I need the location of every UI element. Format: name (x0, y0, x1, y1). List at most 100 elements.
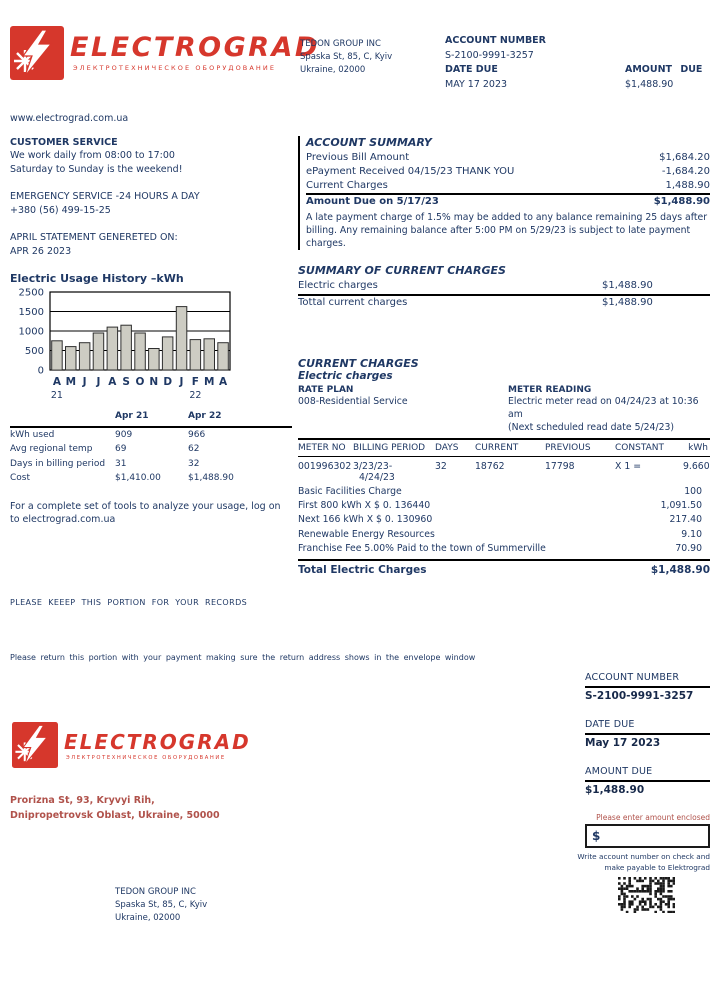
current-charges-title: CURRENT CHARGES (298, 357, 419, 370)
statement-generated-date: APR 26 2023 (10, 245, 72, 257)
account-number-value: S-2100-9991-3257 (445, 49, 534, 61)
website-link: www.electrograd.com.ua (10, 113, 129, 124)
usage-tools-note: For a complete set of tools to analyze y… (10, 500, 281, 525)
rate-plan-values: 008-Residential Service Electric meter r… (298, 395, 710, 421)
late-payment-note: A late payment charge of 1.5% may be add… (306, 212, 708, 249)
svg-text:2500: 2500 (19, 288, 44, 299)
emergency-service-title: EMERGENCY SERVICE -24 HOURS A DAY (10, 191, 200, 202)
usage-col-apr21: Apr 21 (115, 411, 149, 421)
payment-stub: ACCOUNT NUMBER S-2100-9991-3257 DATE DUE… (577, 672, 710, 914)
meter-reading-line1: Electric meter read on 04/24/23 at 10:36… (508, 396, 699, 420)
brand-tagline-stub: ЭЛЕКТРОТЕХНИЧЕСКОЕ ОБОРУДОВАНИЕ (66, 755, 226, 761)
table-row: Cost $1,410.00 $1,488.90 (10, 473, 234, 483)
kwh-value: 9.660 (683, 461, 710, 472)
divider (585, 733, 710, 735)
sender-name: TEDON GROUP INC (300, 39, 381, 49)
days-value: 32 (435, 461, 447, 472)
amount-due-row: Amount Due on 5/17/23 $1,488.90 (306, 193, 710, 209)
meter-table-header: METER NO BILLING PERIOD DAYS CURRENT PRE… (298, 438, 710, 453)
lightning-logo-icon (10, 26, 64, 80)
account-summary-title: ACCOUNT SUMMARY (306, 136, 432, 149)
rate-plan-value: 008-Residential Service (298, 396, 408, 407)
customer-service-weekend: Saturday to Sunday is the weekend! (10, 163, 183, 175)
svg-text:J: J (82, 376, 87, 388)
account-header-block: ACCOUNT NUMBER S-2100-9991-3257 DATE DUE… (445, 34, 546, 92)
summary-row: Tottal current charges $1,488.90 (298, 296, 653, 308)
right-column: ACCOUNT SUMMARY Previous Bill Amount $1,… (298, 136, 710, 576)
summary-row: Current Charges 1,488.90 (306, 180, 710, 191)
meter-number: 001996302 (298, 461, 352, 472)
stub-account-number: ACCOUNT NUMBER S-2100-9991-3257 (585, 672, 710, 702)
check-instructions: Write account number on check and make p… (577, 852, 710, 872)
usage-comparison-table: Apr 21 Apr 22 kWh used 909 966 Avg regio… (10, 410, 292, 486)
date-due-label: DATE DUE (445, 64, 498, 75)
rate-plan-header: RATE PLAN METER READING (298, 385, 710, 395)
svg-text:21: 21 (51, 390, 63, 401)
brand-logo-stub (12, 722, 58, 772)
date-due-value: MAY 17 2023 (445, 78, 508, 90)
svg-text:S: S (122, 376, 130, 388)
amount-enclosed-input[interactable]: $ (585, 824, 710, 848)
keep-portion-note: PLEASE KEEEP THIS PORTION FOR YOUR RECOR… (10, 598, 248, 607)
table-row: Days in billing period 31 32 (10, 458, 200, 469)
tedon-address-block: TEDON GROUP INC Spaska St, 85, C, Kyiv U… (115, 887, 208, 923)
sender-street: Spaska St, 85, C, Kyiv (300, 52, 393, 62)
total-electric-charges-row: Total Electric Charges $1,488.90 (298, 559, 710, 576)
summary-row: ePayment Received 04/15/23 THANK YOU -1,… (306, 166, 710, 177)
svg-text:A: A (108, 376, 117, 388)
stub-amount-due: AMOUNT DUE $1,488.90 (585, 766, 710, 796)
usage-table-header: Apr 21 Apr 22 (10, 410, 292, 428)
meter-reading-label: METER READING (508, 385, 592, 395)
summary-row: Electric charges $1,488.90 (298, 279, 710, 296)
qr-code (618, 877, 710, 914)
meter-reading-line2-row: (Next scheduled read date 5/24/23) (298, 421, 710, 434)
brand-logo (10, 26, 64, 84)
svg-text:1000: 1000 (19, 326, 44, 337)
brand-wordmark-stub: ELECTROGRAD (64, 730, 251, 754)
svg-text:A: A (219, 376, 228, 388)
constant-value: X 1 = (615, 461, 641, 472)
summary-row: Previous Bill Amount $1,684.20 (306, 152, 710, 163)
statement-generated-label: APRIL STATEMENT GENERETED ON: (10, 232, 178, 243)
charge-row: Franchise Fee 5.00% Paid to the town of … (298, 542, 702, 554)
svg-text:A: A (53, 376, 62, 388)
meter-table-row: 001996302 3/23/23- 4/24/23 32 18762 1779… (298, 456, 710, 483)
table-row: Avg regional temp 69 62 (10, 444, 200, 454)
svg-text:0: 0 (38, 365, 44, 376)
svg-text:J: J (96, 376, 101, 388)
svg-text:F: F (192, 376, 199, 388)
current-charges-section: CURRENT CHARGES Electric charges RATE PL… (298, 357, 710, 576)
brand-tagline: ЭЛЕКТРОТЕХНИЧЕСКОЕ ОБОРУДОВАНИЕ (73, 64, 277, 72)
brand-wordmark: ELECTROGRAD (70, 32, 320, 63)
rate-plan-label: RATE PLAN (298, 385, 354, 395)
svg-text:1500: 1500 (19, 307, 44, 318)
electric-charges-subtitle: Electric charges (298, 370, 393, 382)
remit-address: Prorizna St, 93, Kryvyi Rih, Dnipropetro… (10, 795, 220, 821)
return-portion-note: Please return this portion with your pay… (10, 653, 476, 662)
previous-reading: 17798 (545, 461, 575, 472)
sender-country: Ukraine, 02000 (300, 65, 366, 75)
left-column: www.electrograd.com.ua CUSTOMER SERVICE … (10, 112, 292, 526)
charge-row: First 800 kWh X $ 0. 136440 1,091.50 (298, 500, 702, 512)
customer-service-hours: We work daily from 08:00 to 17:00 (10, 150, 175, 161)
current-reading: 18762 (475, 461, 505, 472)
sender-address: TEDON GROUP INC Spaska St, 85, C, Kyiv U… (300, 38, 392, 77)
charge-lines: Basic Facilities Charge 100 First 800 kW… (298, 485, 710, 556)
svg-text:D: D (163, 376, 172, 388)
lightning-logo-icon (12, 722, 58, 768)
summary-current-charges-section: SUMMARY OF CURRENT CHARGES Electric char… (298, 264, 710, 310)
svg-text:J: J (179, 376, 184, 388)
amount-due-block: AMOUNT DUE $1,488.90 (625, 63, 702, 92)
stub-date-due: DATE DUE May 17 2023 (585, 719, 710, 749)
charge-row: Basic Facilities Charge 100 (298, 486, 702, 497)
usage-chart-title: Electric Usage History –kWh (10, 272, 184, 285)
summary-current-title: SUMMARY OF CURRENT CHARGES (298, 264, 506, 277)
charge-row: Renewable Energy Resources 9.10 (298, 528, 702, 540)
svg-text:O: O (136, 376, 145, 388)
usage-col-apr22: Apr 22 (188, 411, 222, 421)
amount-due-value: $1,488.90 (625, 78, 674, 90)
svg-text:M: M (204, 376, 214, 388)
svg-text:22: 22 (189, 390, 201, 401)
divider (585, 780, 710, 782)
